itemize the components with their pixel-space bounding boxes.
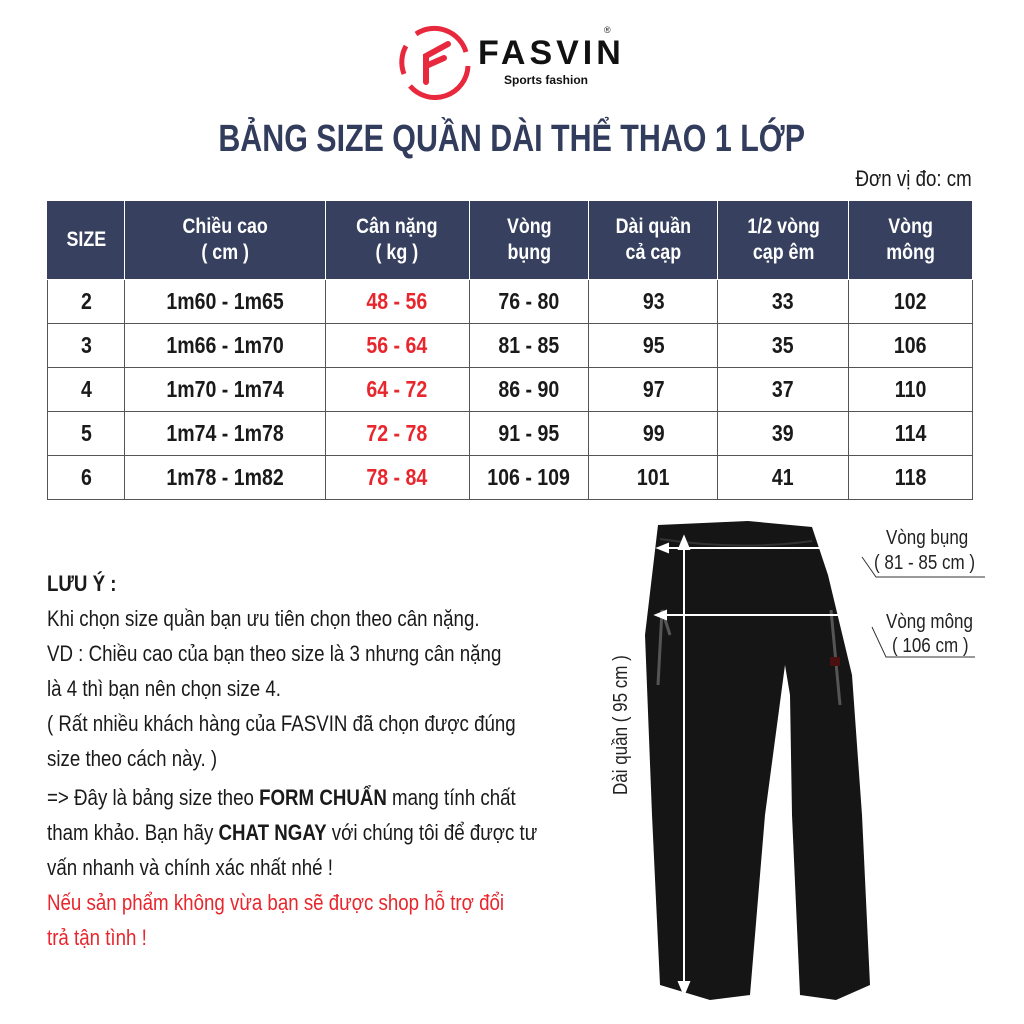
table-cell: 33 bbox=[717, 279, 850, 324]
table-cell: 76 - 80 bbox=[468, 279, 590, 324]
table-row: 4 1m70 - 1m74 64 - 72 86 - 90 97 37 110 bbox=[47, 367, 973, 412]
column-header: Chiều cao ( cm ) bbox=[123, 200, 326, 280]
table-cell: 118 bbox=[848, 455, 973, 500]
size-table: SIZE Chiều cao ( cm ) Cân nặng ( kg ) Vòng … bbox=[47, 200, 973, 500]
table-row: 5 1m74 - 1m78 72 - 78 91 - 95 99 39 114 bbox=[47, 411, 973, 456]
table-cell: 114 bbox=[848, 411, 973, 456]
table-cell: 99 bbox=[588, 411, 719, 456]
table-cell: 6 bbox=[47, 455, 125, 500]
note-line: Khi chọn size quần bạn ưu tiên chọn theo… bbox=[47, 606, 480, 631]
brand-tagline: Sports fashion bbox=[504, 73, 589, 87]
fasvin-logo-icon bbox=[399, 25, 471, 100]
table-cell: 41 bbox=[717, 455, 850, 500]
table-cell: 106 - 109 bbox=[468, 455, 590, 500]
table-cell: 35 bbox=[717, 323, 850, 368]
table-cell: 1m78 - 1m82 bbox=[123, 455, 326, 500]
table-cell: 86 - 90 bbox=[468, 367, 590, 412]
table-cell: 95 bbox=[588, 323, 719, 368]
hip-label: Vòng mông bbox=[886, 611, 973, 633]
column-header: SIZE bbox=[47, 200, 125, 280]
table-cell: 5 bbox=[47, 411, 125, 456]
table-cell: 64 - 72 bbox=[324, 367, 470, 412]
column-header: 1/2 vòng cạp êm bbox=[717, 200, 850, 280]
table-row: 3 1m66 - 1m70 56 - 64 81 - 85 95 35 106 bbox=[47, 323, 973, 368]
table-cell: 3 bbox=[47, 323, 125, 368]
measure-arrows bbox=[653, 534, 860, 997]
table-cell: 48 - 56 bbox=[324, 279, 470, 324]
exchange-note: trả tận tình ! bbox=[47, 925, 147, 950]
notes-heading: LƯU Ý : bbox=[47, 571, 117, 596]
brand-name: FASVIN bbox=[478, 34, 625, 72]
note-line: ( Rất nhiều khách hàng của FASVIN đã chọ… bbox=[47, 711, 516, 736]
note-line: tham khảo. Bạn hãy CHAT NGAY với chúng t… bbox=[47, 820, 538, 845]
table-row: 6 1m78 - 1m82 78 - 84 106 - 109 101 41 118 bbox=[47, 455, 973, 500]
note-line: là 4 thì bạn nên chọn size 4. bbox=[47, 676, 281, 701]
table-cell: 4 bbox=[47, 367, 125, 412]
note-line: size theo cách này. ) bbox=[47, 746, 218, 771]
table-cell: 37 bbox=[717, 367, 850, 412]
column-header: Cân nặng ( kg ) bbox=[324, 200, 470, 280]
waist-label: Vòng bụng bbox=[886, 527, 969, 549]
table-cell: 2 bbox=[47, 279, 125, 324]
exchange-note: Nếu sản phẩm không vừa bạn sẽ được shop … bbox=[47, 890, 505, 915]
page-title: BẢNG SIZE QUẦN DÀI THỂ THAO 1 LỚP bbox=[218, 118, 806, 160]
table-header-row: SIZE Chiều cao ( cm ) Cân nặng ( kg ) Vòng … bbox=[47, 200, 973, 280]
hip-value: ( 106 cm ) bbox=[892, 635, 969, 657]
column-header: Vòng bụng bbox=[468, 200, 590, 280]
table-cell: 56 - 64 bbox=[324, 323, 470, 368]
length-label: Dài quần ( 95 cm ) bbox=[610, 655, 632, 795]
column-header: Dài quần cả cạp bbox=[588, 200, 719, 280]
note-line: vấn nhanh và chính xác nhất nhé ! bbox=[47, 855, 333, 880]
table-cell: 78 - 84 bbox=[324, 455, 470, 500]
column-header: Vòng mông bbox=[848, 200, 973, 280]
note-line: VD : Chiều cao của bạn theo size là 3 nh… bbox=[47, 641, 502, 666]
waist-value: ( 81 - 85 cm ) bbox=[874, 552, 976, 574]
table-cell: 1m66 - 1m70 bbox=[123, 323, 326, 368]
table-cell: 93 bbox=[588, 279, 719, 324]
table-cell: 102 bbox=[848, 279, 973, 324]
table-cell: 39 bbox=[717, 411, 850, 456]
note-line: => Đây là bảng size theo FORM CHUẨN mang… bbox=[47, 785, 516, 810]
table-cell: 106 bbox=[848, 323, 973, 368]
table-cell: 81 - 85 bbox=[468, 323, 590, 368]
table-row: 2 1m60 - 1m65 48 - 56 76 - 80 93 33 102 bbox=[47, 279, 973, 324]
table-cell: 1m60 - 1m65 bbox=[123, 279, 326, 324]
registered-mark: ® bbox=[604, 25, 611, 35]
table-cell: 1m70 - 1m74 bbox=[123, 367, 326, 412]
table-cell: 72 - 78 bbox=[324, 411, 470, 456]
table-cell: 110 bbox=[848, 367, 973, 412]
table-cell: 1m74 - 1m78 bbox=[123, 411, 326, 456]
pants-image bbox=[645, 521, 870, 1000]
unit-label: Đơn vị đo: cm bbox=[855, 166, 972, 191]
pants-diagram bbox=[645, 521, 985, 1000]
table-cell: 101 bbox=[588, 455, 719, 500]
table-cell: 97 bbox=[588, 367, 719, 412]
table-cell: 91 - 95 bbox=[468, 411, 590, 456]
notes: LƯU Ý : Khi chọn size quần bạn ưu tiên c… bbox=[47, 566, 667, 955]
